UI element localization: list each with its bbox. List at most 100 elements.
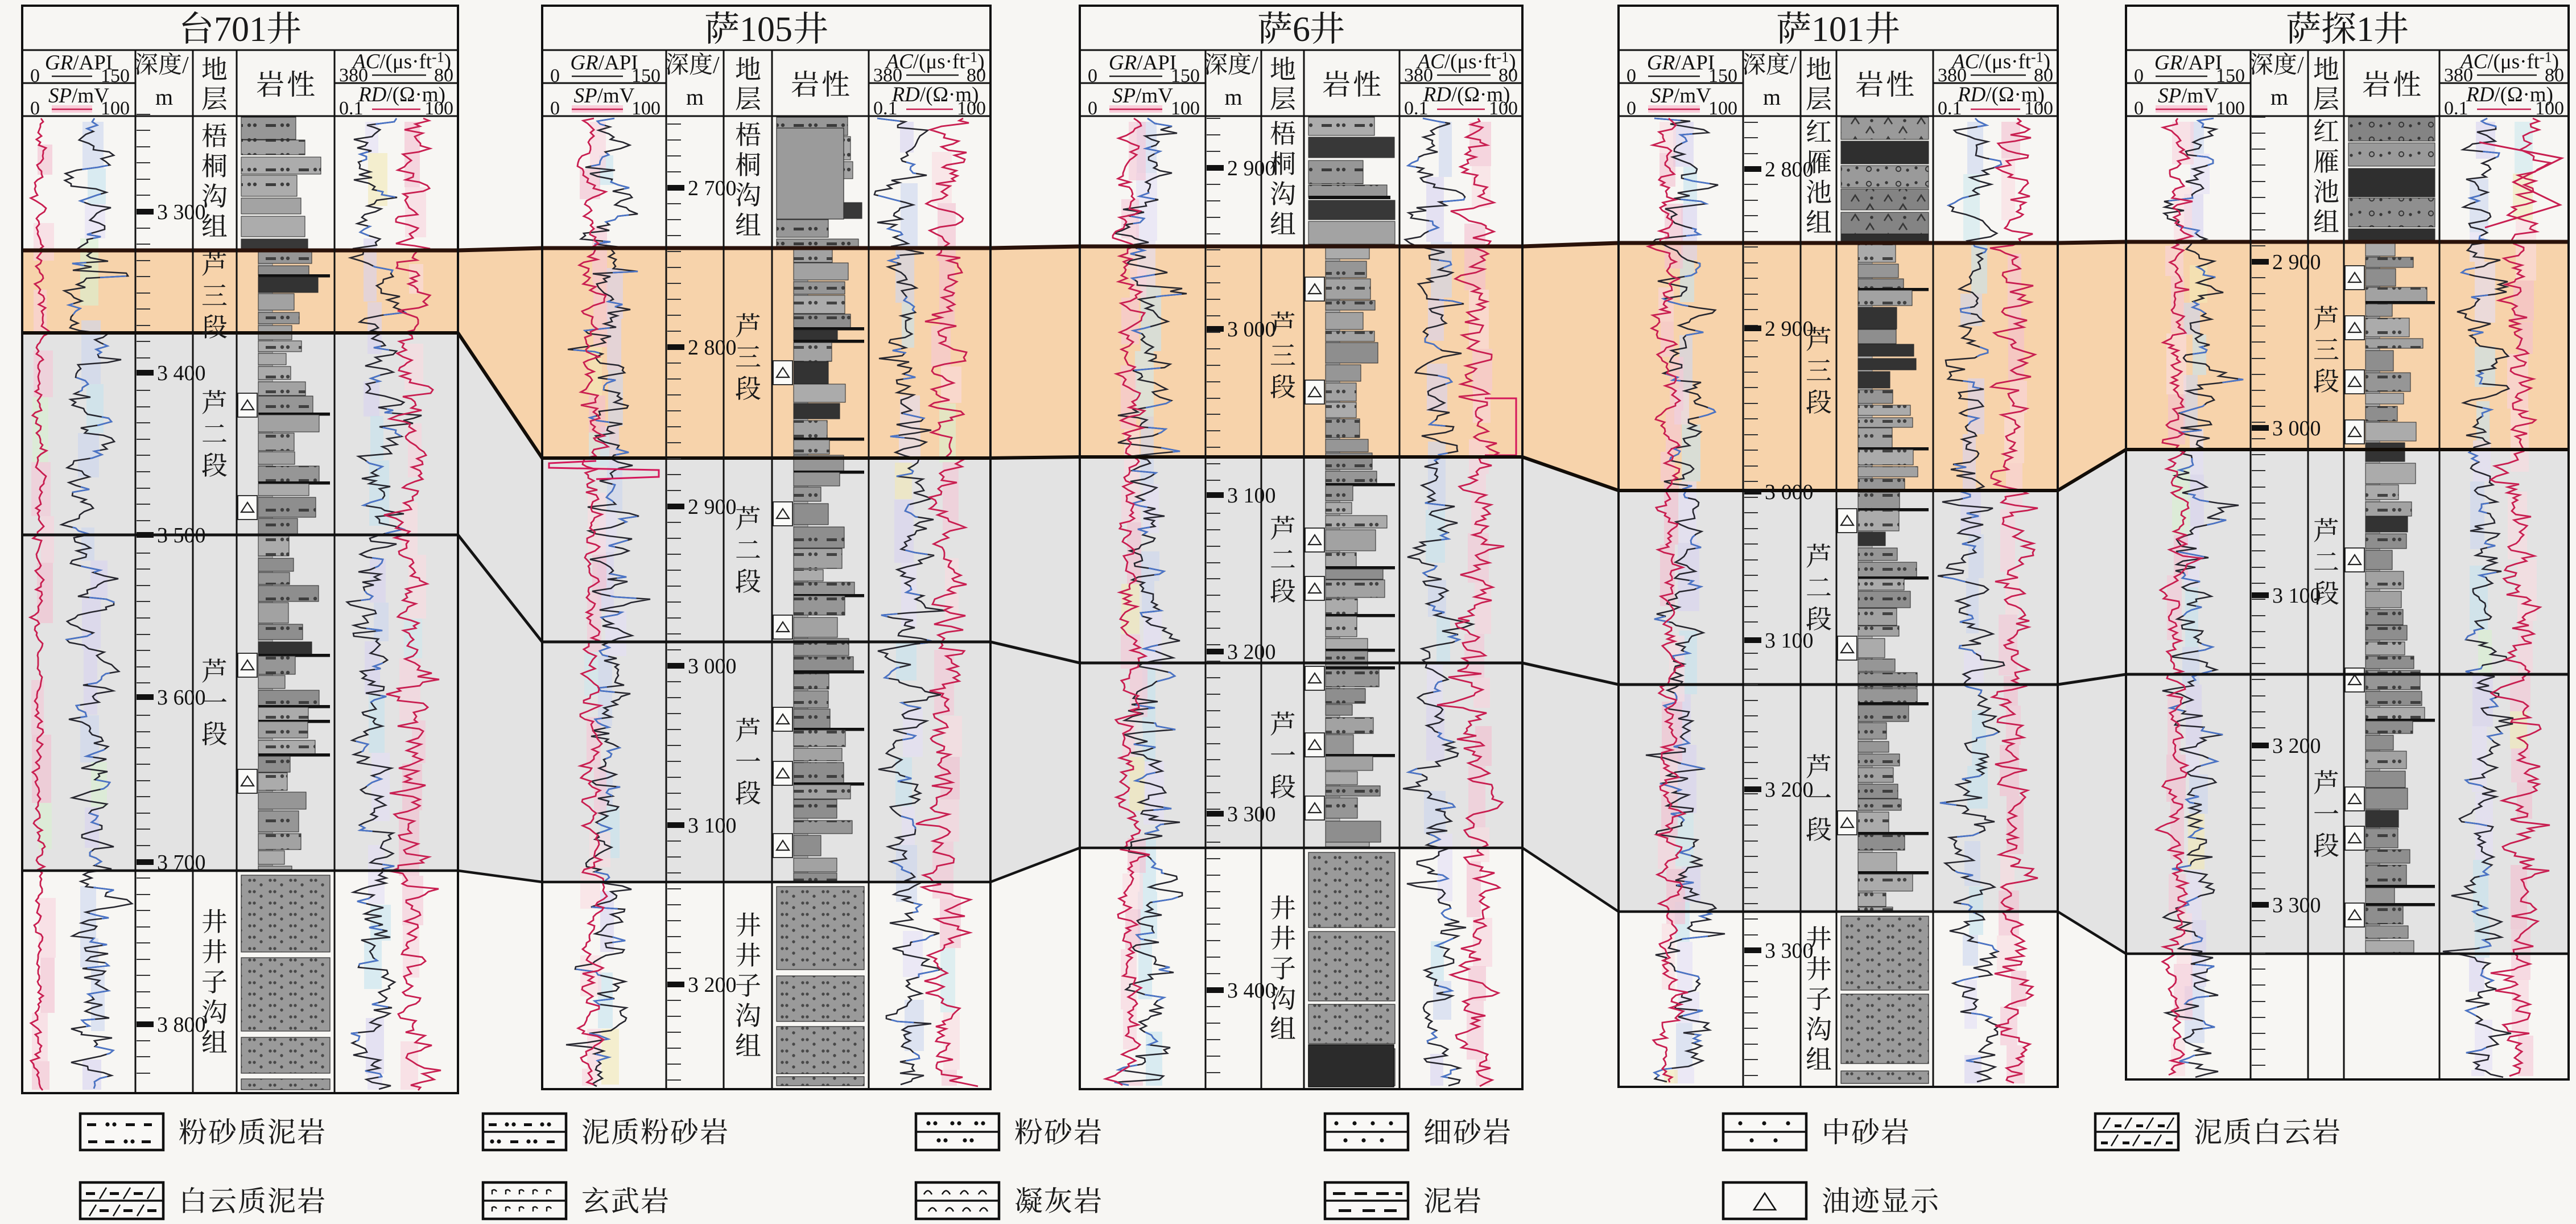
svg-text:100: 100	[1489, 98, 1518, 119]
svg-text:3 300: 3 300	[157, 200, 206, 224]
svg-text:3 800: 3 800	[157, 1013, 206, 1037]
svg-text:100: 100	[631, 98, 660, 119]
svg-text:701: 701	[214, 10, 267, 49]
svg-text:3 300: 3 300	[1765, 939, 1814, 963]
svg-text:/: /	[182, 52, 189, 79]
svg-text:3 600: 3 600	[157, 686, 206, 710]
svg-text:150: 150	[1708, 65, 1737, 86]
svg-text:2 900: 2 900	[688, 495, 737, 519]
svg-text:0: 0	[2134, 98, 2144, 119]
svg-text:m: m	[686, 84, 704, 110]
svg-text:3 400: 3 400	[1227, 979, 1276, 1003]
svg-text:101: 101	[1811, 10, 1864, 49]
svg-text:2 900: 2 900	[2272, 250, 2321, 274]
svg-text:0: 0	[2134, 65, 2144, 86]
svg-text:1: 1	[2356, 10, 2374, 49]
svg-text:380: 380	[873, 65, 902, 86]
svg-text:380: 380	[1938, 65, 1967, 86]
svg-text:/: /	[713, 52, 720, 79]
svg-text:2 900: 2 900	[1765, 317, 1814, 341]
svg-text:3 100: 3 100	[2272, 584, 2321, 608]
svg-text:m: m	[1763, 84, 1781, 110]
svg-text:0: 0	[550, 98, 560, 119]
svg-text:3 200: 3 200	[1227, 640, 1276, 664]
svg-text:3 000: 3 000	[1227, 318, 1276, 341]
svg-text:3 200: 3 200	[1765, 778, 1814, 802]
svg-text:m: m	[2270, 84, 2288, 110]
svg-text:100: 100	[2024, 98, 2053, 119]
svg-text:GR/API: GR/API	[45, 51, 113, 75]
svg-text:3 300: 3 300	[2272, 893, 2321, 917]
svg-text:150: 150	[101, 65, 130, 86]
svg-text:80: 80	[2034, 65, 2053, 86]
svg-text:3 000: 3 000	[688, 654, 737, 678]
svg-text:GR/API: GR/API	[1109, 51, 1176, 75]
svg-text:0: 0	[1088, 98, 1097, 119]
svg-text:m: m	[155, 84, 173, 110]
svg-text:3 300: 3 300	[1227, 802, 1276, 826]
svg-text:380: 380	[2444, 65, 2473, 86]
svg-text:GR/API: GR/API	[570, 51, 638, 75]
svg-text:150: 150	[631, 65, 660, 86]
svg-text:100: 100	[957, 98, 986, 119]
svg-text:3 400: 3 400	[157, 361, 206, 385]
svg-text:2 800: 2 800	[1765, 158, 1814, 182]
svg-text:2 900: 2 900	[1227, 156, 1276, 180]
svg-text:GR/API: GR/API	[1647, 51, 1715, 75]
svg-text:0.1: 0.1	[1938, 98, 1962, 119]
svg-text:m: m	[1224, 84, 1242, 110]
svg-text:GR/API: GR/API	[2154, 51, 2222, 75]
svg-text:380: 380	[339, 65, 368, 86]
svg-text:3 000: 3 000	[1765, 480, 1814, 504]
svg-text:/: /	[1252, 52, 1258, 79]
svg-text:RD/(Ω·m): RD/(Ω·m)	[2466, 83, 2553, 106]
svg-text:3 500: 3 500	[157, 524, 206, 547]
svg-text:3 700: 3 700	[157, 851, 206, 875]
svg-text:100: 100	[101, 98, 130, 119]
svg-text:RD/(Ω·m): RD/(Ω·m)	[1423, 83, 1510, 106]
svg-text:150: 150	[1171, 65, 1200, 86]
svg-text:80: 80	[1498, 65, 1518, 86]
svg-text:100: 100	[1708, 98, 1737, 119]
svg-text:80: 80	[434, 65, 453, 86]
svg-text:RD/(Ω·m): RD/(Ω·m)	[891, 83, 979, 106]
svg-text:0: 0	[30, 98, 40, 119]
svg-text:2 800: 2 800	[688, 336, 737, 360]
svg-text:/: /	[2297, 52, 2304, 79]
svg-text:0.1: 0.1	[873, 98, 898, 119]
svg-text:0: 0	[1626, 98, 1636, 119]
svg-text:RD/(Ω·m): RD/(Ω·m)	[1957, 83, 2045, 106]
svg-text:0.1: 0.1	[339, 98, 364, 119]
svg-text:105: 105	[740, 10, 792, 49]
svg-text:RD/(Ω·m): RD/(Ω·m)	[358, 83, 445, 106]
svg-text:SP/mV: SP/mV	[1112, 84, 1173, 108]
svg-text:0.1: 0.1	[2444, 98, 2468, 119]
svg-text:SP/mV: SP/mV	[48, 84, 109, 108]
svg-text:2 700: 2 700	[688, 176, 737, 200]
svg-text:0: 0	[1626, 65, 1636, 86]
svg-text:3 100: 3 100	[688, 814, 737, 838]
svg-text:0: 0	[550, 65, 560, 86]
svg-text:3 100: 3 100	[1765, 629, 1814, 653]
svg-text:3 000: 3 000	[2272, 417, 2321, 440]
svg-text:3 100: 3 100	[1227, 484, 1276, 508]
svg-text:80: 80	[967, 65, 986, 86]
svg-text:AC/(μs·ft-1): AC/(μs·ft-1)	[2459, 49, 2559, 73]
svg-text:80: 80	[2545, 65, 2564, 86]
svg-text:/: /	[1790, 52, 1797, 79]
svg-text:380: 380	[1404, 65, 1433, 86]
svg-text:6: 6	[1293, 10, 1310, 49]
svg-text:0: 0	[1088, 65, 1097, 86]
svg-text:3 200: 3 200	[688, 973, 737, 997]
svg-text:SP/mV: SP/mV	[2158, 84, 2219, 108]
svg-text:100: 100	[2216, 98, 2245, 119]
svg-text:SP/mV: SP/mV	[1650, 84, 1711, 108]
svg-text:SP/mV: SP/mV	[574, 84, 635, 108]
svg-text:100: 100	[1171, 98, 1200, 119]
svg-text:100: 100	[424, 98, 453, 119]
svg-text:0: 0	[30, 65, 40, 86]
svg-text:150: 150	[2216, 65, 2245, 86]
svg-text:100: 100	[2535, 98, 2564, 119]
svg-text:3 200: 3 200	[2272, 734, 2321, 758]
svg-text:0.1: 0.1	[1404, 98, 1429, 119]
